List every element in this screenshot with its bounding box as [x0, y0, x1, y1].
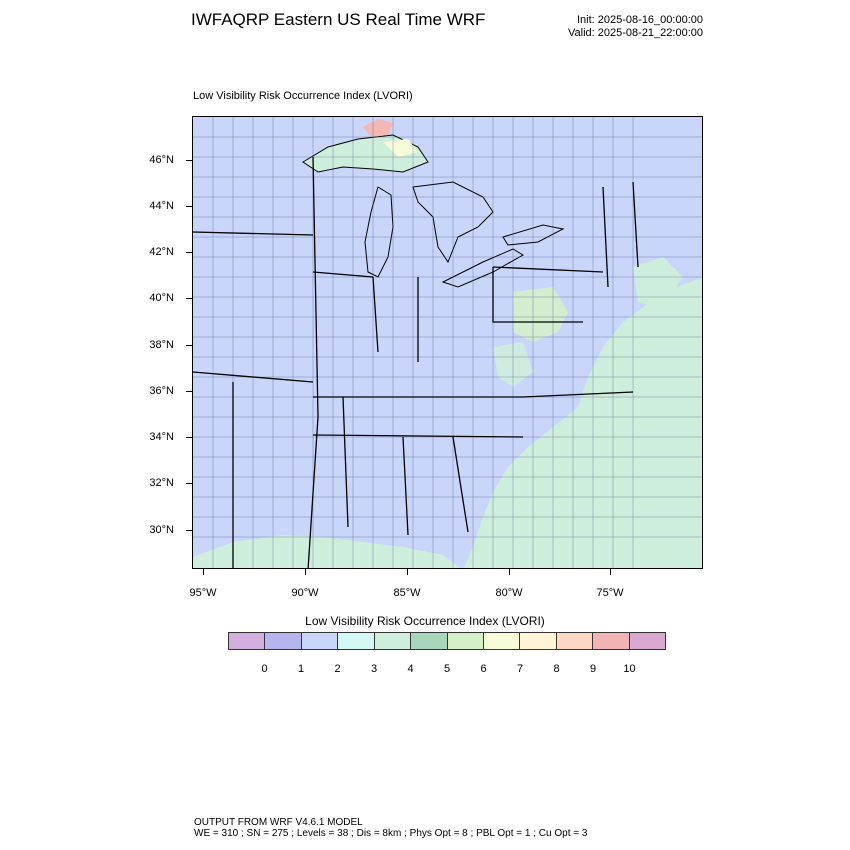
lat-tick: [186, 345, 192, 346]
lat-tick: [186, 483, 192, 484]
lat-label: 40°N: [149, 292, 174, 304]
lat-label: 36°N: [149, 385, 174, 397]
colorbar-tick-label: 9: [589, 663, 597, 675]
state-borders: [193, 156, 639, 568]
model-options: WE = 310 ; SN = 275 ; Levels = 38 ; Dis …: [194, 828, 588, 839]
lon-tick: [509, 569, 510, 575]
lon-label: 75°W: [596, 587, 624, 599]
colorbar-swatch: [265, 633, 302, 649]
lat-tick: [186, 530, 192, 531]
lat-tick: [186, 437, 192, 438]
atlantic-ocean: [463, 277, 702, 568]
colorbar-swatch: [593, 633, 630, 649]
page-title: IWFAQRP Eastern US Real Time WRF: [191, 10, 486, 29]
colorbar-tick-label: 10: [623, 663, 636, 675]
map-panel: [192, 116, 703, 569]
lon-label: 80°W: [495, 587, 523, 599]
colorbar-swatch: [629, 633, 666, 649]
colorbar-swatch: [556, 633, 594, 649]
colorbar-tick-label: 1: [297, 663, 305, 675]
lat-label: 42°N: [149, 246, 174, 258]
lat-tick: [186, 206, 192, 207]
lon-tick: [610, 569, 611, 575]
colorbar-tick-label: 0: [261, 663, 268, 675]
model-info: OUTPUT FROM WRF V4.6.1 MODEL: [194, 817, 363, 828]
lon-tick: [407, 569, 408, 575]
colorbar-tick-label: 3: [370, 663, 378, 675]
lat-tick: [186, 252, 192, 253]
map-field-label: Low Visibility Risk Occurrence Index (LV…: [193, 90, 413, 102]
lon-tick: [203, 569, 204, 575]
colorbar-swatch: [374, 633, 412, 649]
colorbar-swatch: [229, 633, 266, 649]
colorbar-swatch: [483, 633, 521, 649]
lat-label: 44°N: [149, 200, 174, 212]
colorbar-tick-label: 5: [443, 663, 451, 675]
colorbar: [228, 632, 666, 650]
lat-tick: [186, 391, 192, 392]
colorbar-tick-label: 4: [407, 663, 414, 675]
map-canvas: [193, 117, 702, 568]
high-index-patch: [363, 119, 393, 137]
colorbar-swatch: [520, 633, 557, 649]
init-time: Init: 2025-08-16_00:00:00: [577, 14, 703, 26]
northern-region: [403, 117, 702, 192]
lat-tick: [186, 298, 192, 299]
colorbar-tick-label: 2: [334, 663, 341, 675]
lake-erie: [441, 248, 524, 288]
lon-label: 85°W: [393, 587, 421, 599]
lake-superior-high-patch: [383, 139, 418, 157]
colorbar-swatch: [447, 633, 484, 649]
lat-label: 30°N: [149, 524, 174, 536]
colorbar-title: Low Visibility Risk Occurrence Index (LV…: [305, 614, 545, 628]
lat-label: 34°N: [149, 431, 174, 443]
colorbar-swatch: [411, 633, 448, 649]
lon-label: 95°W: [189, 587, 217, 599]
colorbar-tick-label: 7: [516, 663, 524, 675]
valid-time: Valid: 2025-08-21_22:00:00: [568, 27, 703, 39]
gulf-of-mexico: [193, 535, 461, 568]
lat-label: 46°N: [149, 154, 174, 166]
colorbar-swatch: [301, 633, 339, 649]
lon-tick: [305, 569, 306, 575]
lat-tick: [186, 160, 192, 161]
lat-label: 38°N: [149, 339, 174, 351]
appalachian-patch: [513, 287, 568, 342]
lon-label: 90°W: [291, 587, 319, 599]
colorbar-tick-label: 6: [480, 663, 487, 675]
county-grid: [193, 117, 702, 568]
lat-label: 32°N: [149, 477, 174, 489]
cape-cod-patch: [633, 257, 683, 307]
colorbar-swatch: [338, 633, 375, 649]
colorbar-tick-label: 8: [553, 663, 560, 675]
